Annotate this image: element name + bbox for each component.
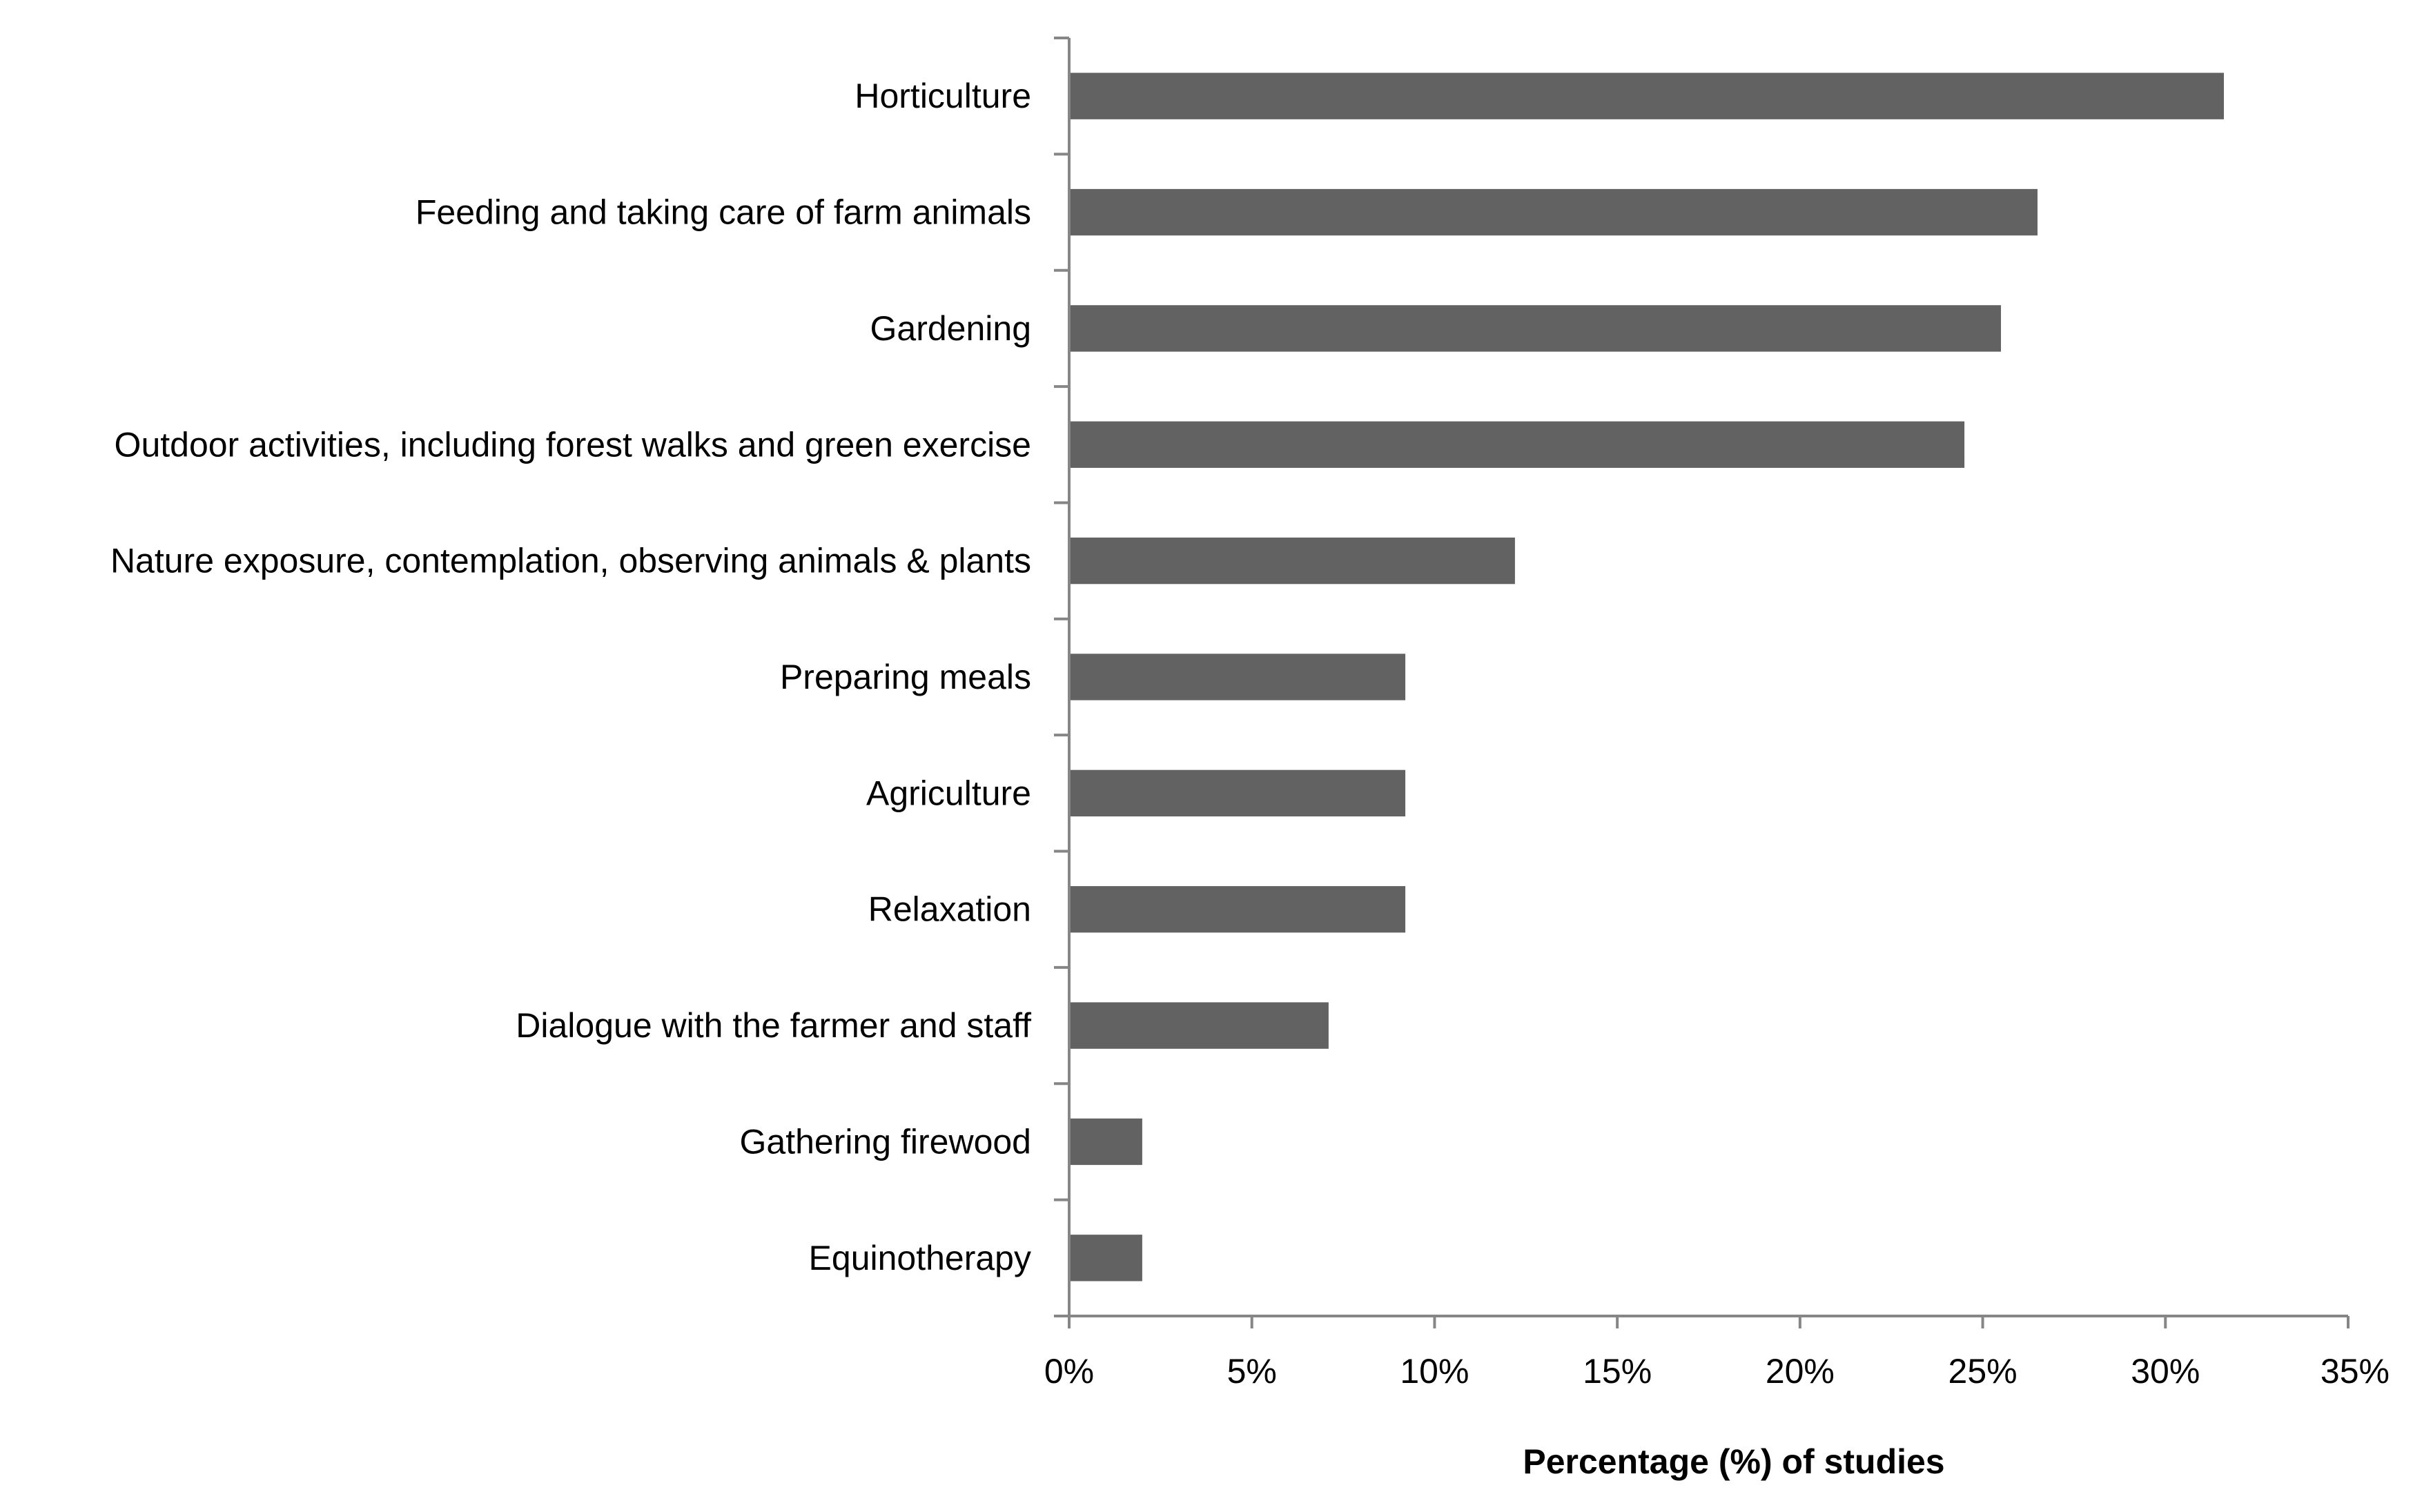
x-tick-label: 35% xyxy=(2321,1352,2390,1391)
category-label: Preparing meals xyxy=(780,658,1031,696)
category-label: Nature exposure, contemplation, observin… xyxy=(110,542,1031,580)
category-label: Dialogue with the farmer and staff xyxy=(516,1006,1031,1045)
category-label: Relaxation xyxy=(868,890,1031,929)
category-label: Agriculture xyxy=(866,774,1031,812)
bar-8 xyxy=(1069,1002,1329,1049)
x-tick-labels-group: 0% 5% 10% 15% 20% 25% 30% 35% xyxy=(1044,1352,2390,1391)
category-label: Gardening xyxy=(870,309,1032,348)
bar-3 xyxy=(1069,421,1965,468)
x-axis-title: Percentage (%) of studies xyxy=(1523,1442,1944,1481)
category-label: Equinotherapy xyxy=(809,1239,1031,1277)
category-label: Gathering firewood xyxy=(740,1122,1031,1161)
x-tick-label: 20% xyxy=(1766,1352,1835,1391)
bar-9 xyxy=(1069,1118,1142,1166)
bar-7 xyxy=(1069,886,1406,933)
bar-6 xyxy=(1069,769,1406,817)
bar-0 xyxy=(1069,72,2224,119)
bars-group xyxy=(1069,72,2224,1282)
category-label: Horticulture xyxy=(854,77,1031,115)
x-tick-label: 30% xyxy=(2131,1352,2200,1391)
axes-group xyxy=(1054,37,2350,1328)
bar-5 xyxy=(1069,654,1406,700)
x-tick-label: 25% xyxy=(1948,1352,2018,1391)
bar-4 xyxy=(1069,537,1515,585)
category-label: Feeding and taking care of farm animals xyxy=(416,193,1031,232)
bar-1 xyxy=(1069,188,2038,236)
bar-10 xyxy=(1069,1235,1142,1282)
x-tick-label: 15% xyxy=(1583,1352,1652,1391)
x-tick-label: 10% xyxy=(1400,1352,1469,1391)
bar-2 xyxy=(1069,305,2002,352)
x-tick-label: 5% xyxy=(1227,1352,1277,1391)
category-label: Outdoor activities, including forest wal… xyxy=(115,425,1031,464)
x-tick-label: 0% xyxy=(1044,1352,1094,1391)
category-labels-group: Horticulture Feeding and taking care of f… xyxy=(110,77,1031,1277)
